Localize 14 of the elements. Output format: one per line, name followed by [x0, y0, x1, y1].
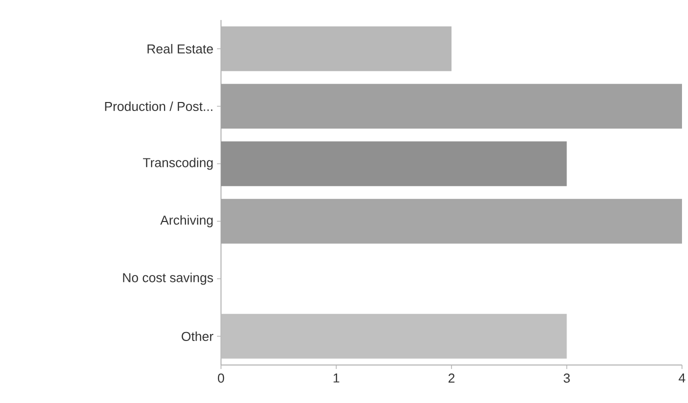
x-tick-label: 2	[448, 374, 454, 383]
x-tick-label: 3	[564, 374, 570, 383]
x-tick-label: 1	[334, 374, 340, 382]
y-tick-label: Archiving	[160, 215, 213, 228]
x-tick-label: 0	[218, 374, 224, 383]
y-tick-label: Other	[182, 331, 214, 342]
y-tick-label: Production / Post...	[105, 101, 212, 112]
bar	[221, 314, 567, 359]
y-tick-label: Transcoding	[142, 158, 213, 170]
y-tick-label: No cost savings	[123, 272, 214, 285]
y-tick-label: Real Estate	[148, 44, 213, 54]
bar	[221, 141, 567, 186]
bar	[221, 84, 682, 129]
x-tick-label: 4	[678, 374, 686, 382]
